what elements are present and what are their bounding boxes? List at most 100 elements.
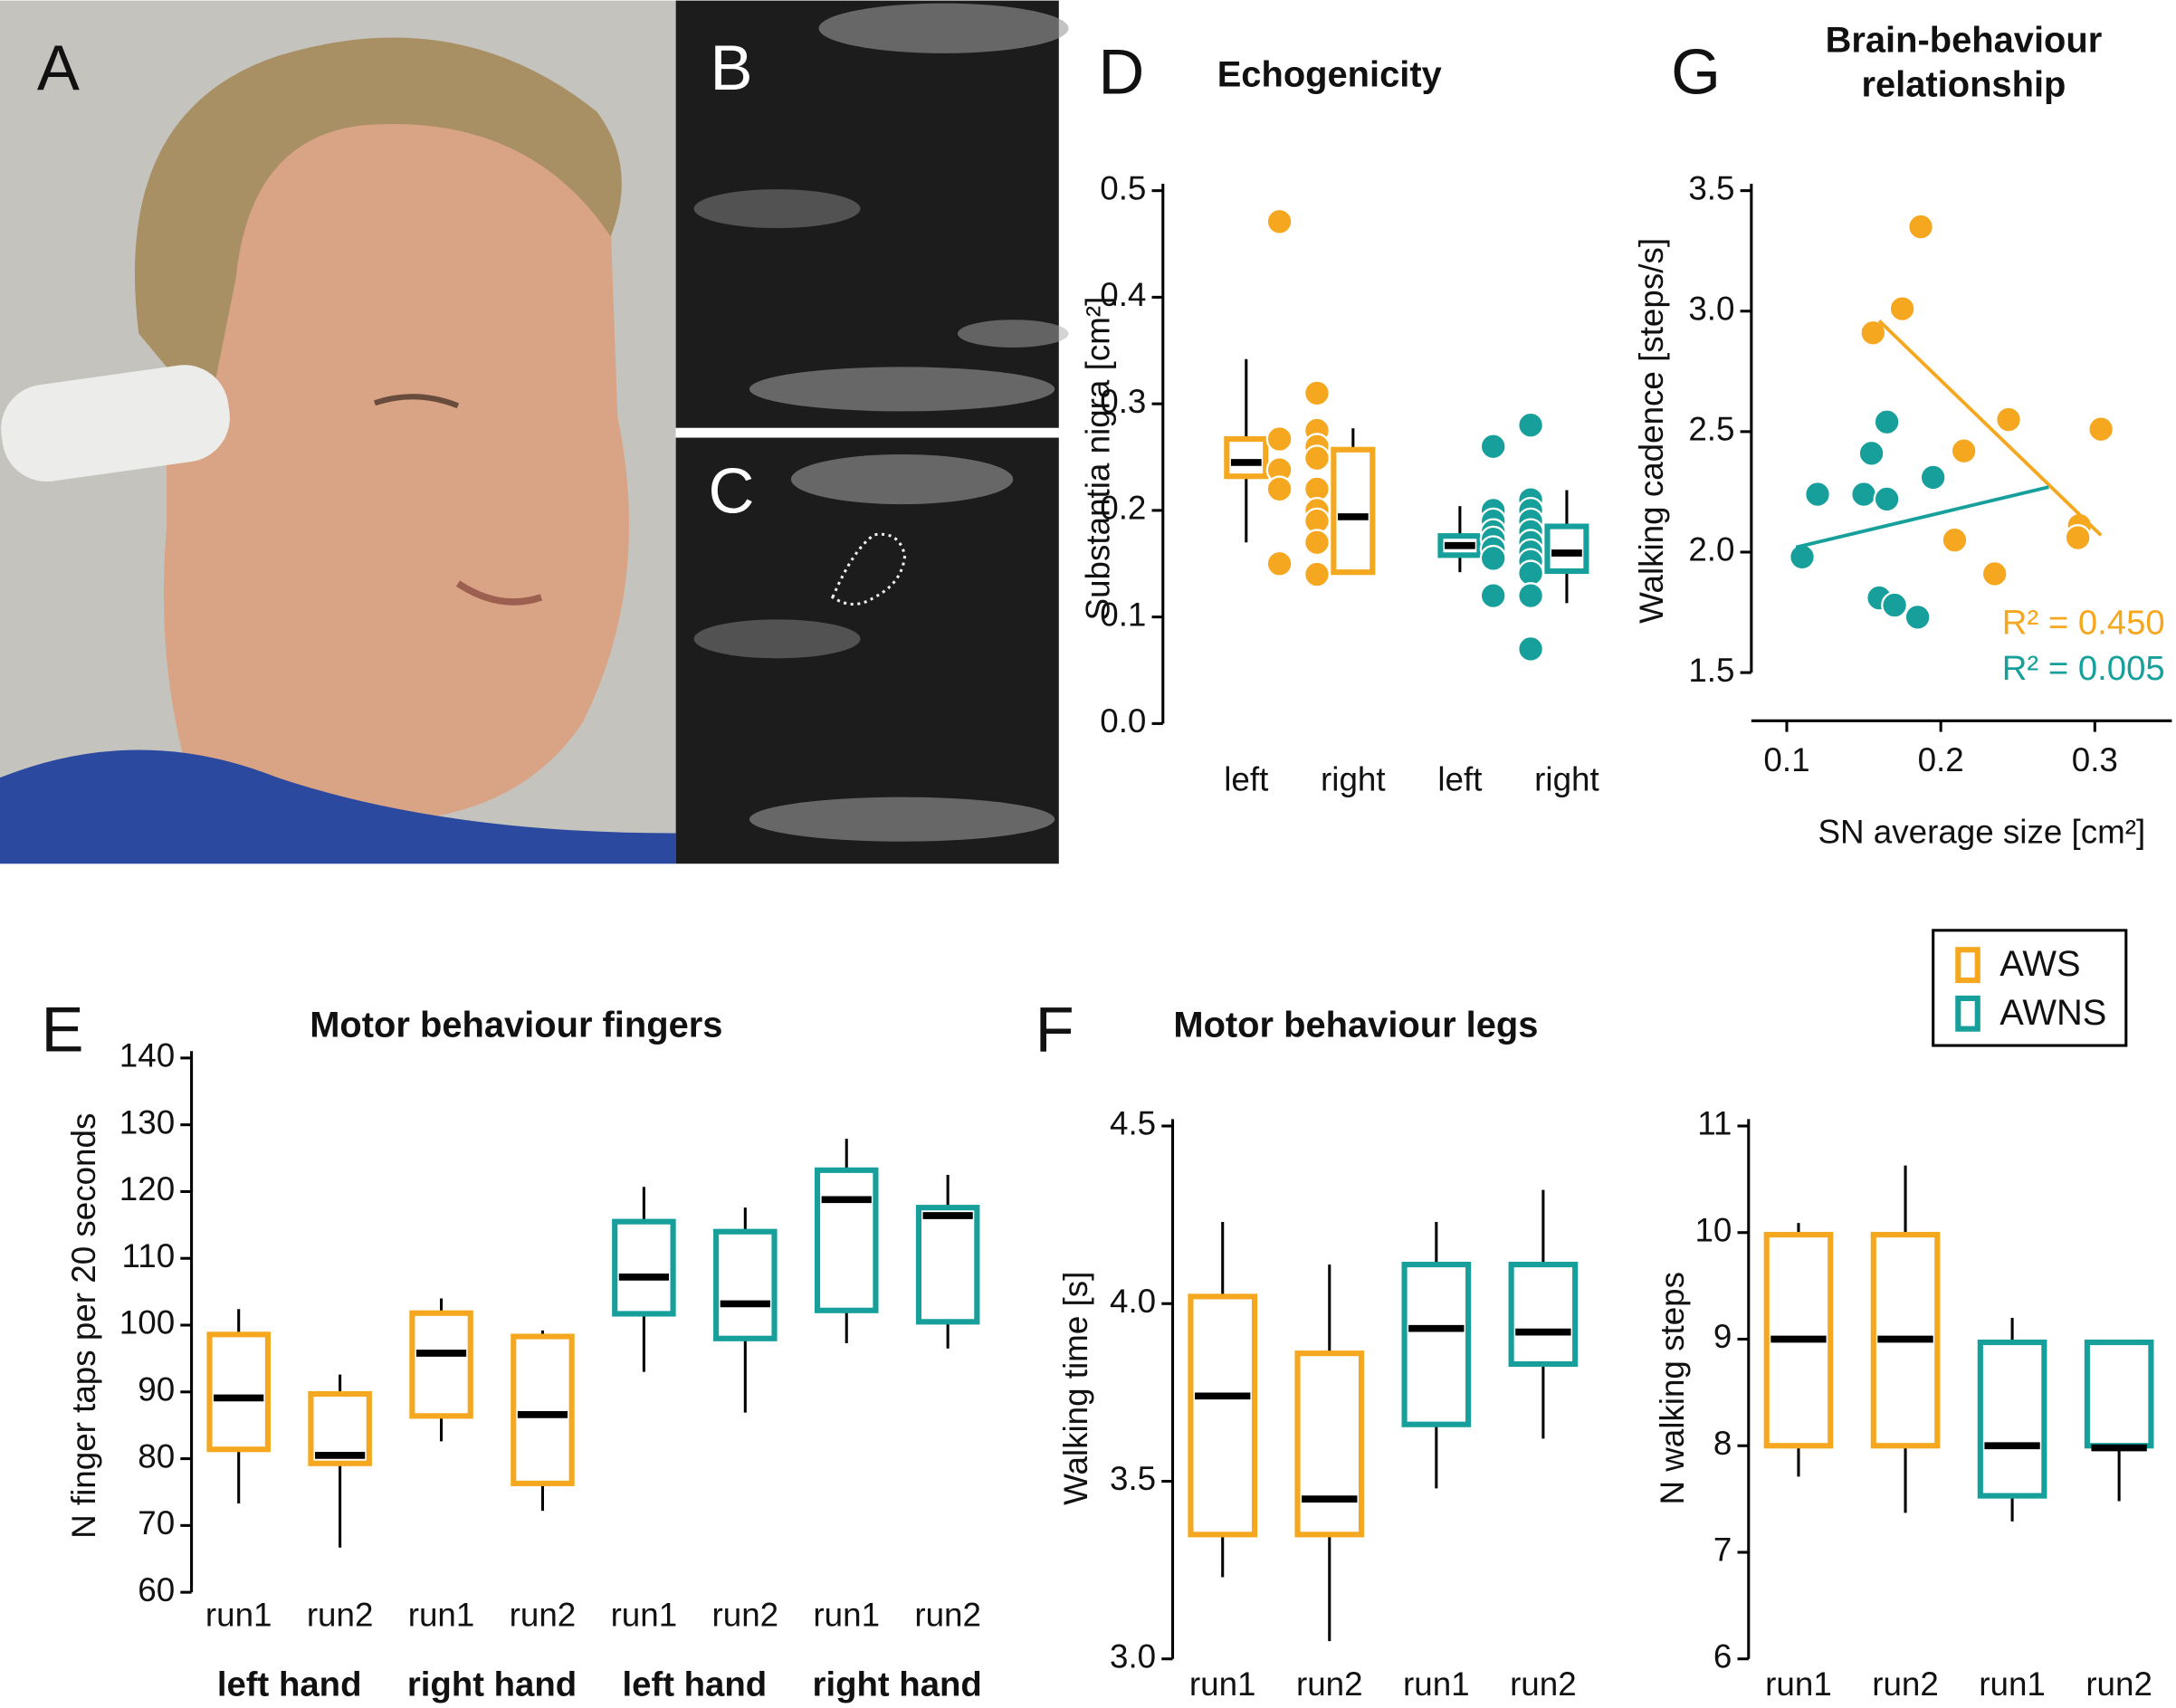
box: [1331, 446, 1376, 576]
y-tick-label: 110: [122, 1237, 176, 1274]
data-point: [1850, 481, 1878, 509]
photo-a: [0, 0, 676, 864]
box: [612, 1218, 676, 1317]
data-point: [1517, 411, 1545, 439]
y-tick-label: 10: [1694, 1211, 1732, 1248]
y-tick-label: 2.5: [1688, 411, 1734, 448]
group-label: right hand: [813, 1665, 982, 1704]
x-tick-label: run2: [2085, 1665, 2152, 1703]
data-point: [1995, 406, 2022, 434]
x-tick-label: right: [1321, 760, 1386, 797]
box: [308, 1390, 372, 1466]
separator: [675, 427, 1059, 438]
data-point: [1907, 213, 1934, 241]
y-tick-label: 0.4: [1100, 276, 1146, 313]
x-tick-label: run2: [1872, 1665, 1939, 1703]
data-point: [1804, 481, 1831, 509]
y-tick-label: 120: [119, 1170, 175, 1207]
legend-swatch: [1955, 995, 1980, 1032]
box: [206, 1331, 271, 1453]
title-line: relationship: [1861, 64, 2066, 104]
data-point: [1479, 433, 1507, 461]
data-point: [1517, 559, 1545, 587]
x-tick-label: run2: [1510, 1665, 1577, 1703]
data-point: [1873, 485, 1901, 513]
panel-letter: E: [41, 993, 83, 1064]
ultrasound-b: [675, 0, 1069, 428]
data-point: [1950, 437, 1978, 465]
x-tick-label: left: [1437, 760, 1482, 797]
data-point: [1303, 379, 1331, 407]
y-tick-label: 8: [1713, 1425, 1732, 1462]
data-point: [1265, 475, 1293, 503]
panel-letter: B: [710, 32, 752, 103]
legend-label: AWS: [1999, 944, 2080, 984]
box: [409, 1310, 473, 1419]
x-tick-label: run1: [1403, 1665, 1470, 1703]
x-tick-label: 0.1: [1763, 741, 1809, 778]
y-tick-label: 4.0: [1110, 1283, 1156, 1320]
y-axis-label: Substantia nigra [cm²]: [1080, 297, 1117, 621]
x-tick-label: run2: [510, 1596, 577, 1633]
ultrasound-c: [675, 437, 1059, 864]
data-point: [1303, 529, 1331, 557]
data-point: [1303, 444, 1331, 472]
data-point: [1919, 463, 1947, 491]
data-point: [1303, 560, 1331, 588]
x-tick-label: 0.3: [2072, 741, 2118, 778]
data-point: [1888, 295, 1916, 323]
x-tick-label: run2: [914, 1596, 981, 1633]
y-tick-label: 80: [138, 1437, 175, 1474]
group-label: left hand: [623, 1665, 768, 1704]
x-tick-label: run2: [307, 1596, 374, 1633]
data-point: [1789, 543, 1816, 571]
x-tick-label: 0.2: [1918, 741, 1964, 778]
data-point: [1479, 544, 1507, 572]
x-axis-label: SN average size [cm²]: [1818, 814, 2145, 851]
panel-letter: G: [1671, 36, 1721, 108]
x-tick-label: run1: [813, 1596, 880, 1633]
y-tick-label: 3.0: [1688, 290, 1734, 327]
legend-label: AWNS: [1999, 993, 2106, 1033]
y-tick-label: 70: [138, 1504, 175, 1541]
box: [1224, 435, 1269, 480]
title-line: Brain-behaviour: [1826, 20, 2103, 60]
y-tick-label: 130: [119, 1103, 175, 1140]
y-tick-label: 3.5: [1688, 169, 1734, 206]
data-point: [1265, 207, 1293, 235]
box: [1508, 1262, 1579, 1368]
y-tick-label: 6: [1713, 1637, 1732, 1675]
y-tick-label: 9: [1713, 1318, 1732, 1355]
legend-swatch: [1955, 947, 1980, 984]
y-tick-label: 60: [138, 1571, 175, 1608]
fit-line: [1795, 485, 2049, 549]
x-tick-label: right: [1534, 760, 1599, 797]
data-point: [2087, 415, 2115, 444]
box: [1294, 1350, 1365, 1538]
box: [1401, 1262, 1472, 1427]
box: [2084, 1339, 2154, 1449]
data-point: [1859, 319, 1887, 347]
x-tick-label: run1: [1189, 1665, 1256, 1703]
data-point: [1904, 603, 1932, 631]
x-tick-label: run1: [205, 1596, 272, 1633]
fit-line: [1877, 320, 2103, 537]
panel-letter: A: [37, 32, 80, 103]
box: [1188, 1293, 1258, 1538]
data-point: [1479, 582, 1507, 610]
y-axis-label: Walking cadence [steps/s]: [1633, 238, 1670, 624]
y-tick-label: 4.5: [1110, 1105, 1156, 1142]
y-tick-label: 7: [1713, 1531, 1732, 1569]
y-tick-label: 2.0: [1688, 531, 1734, 568]
box: [915, 1205, 980, 1325]
data-point: [1941, 526, 1969, 554]
panel-letter: F: [1036, 993, 1074, 1064]
x-tick-label: run1: [408, 1596, 475, 1633]
box: [713, 1228, 778, 1341]
y-axis-label: N walking steps: [1654, 1272, 1691, 1505]
data-point: [2064, 524, 2092, 551]
chart-title: Brain-behaviour relationship: [1826, 20, 2103, 104]
panel-letter: C: [709, 455, 755, 527]
